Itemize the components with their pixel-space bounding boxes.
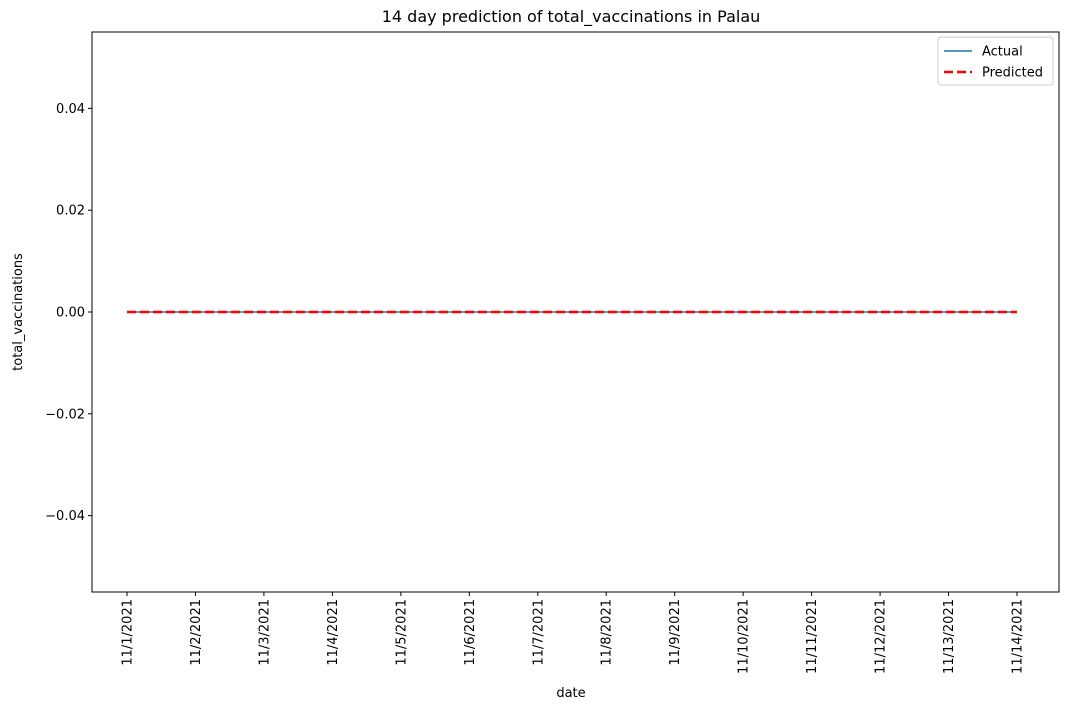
y-tick-label: 0.02 <box>56 204 85 219</box>
x-tick-label: 11/1/2021 <box>121 599 136 666</box>
x-tick-label: 11/7/2021 <box>531 599 546 666</box>
x-tick-label: 11/6/2021 <box>463 599 478 666</box>
x-tick-label: 11/8/2021 <box>600 599 615 666</box>
x-tick-label: 11/3/2021 <box>257 599 272 666</box>
chart-title: 14 day prediction of total_vaccinations … <box>382 7 761 27</box>
x-tick-label: 11/5/2021 <box>394 599 409 666</box>
x-axis: 11/1/2021 11/2/2021 11/3/2021 11/4/2021 11/5… <box>121 592 1026 674</box>
legend-box <box>937 36 1054 86</box>
legend-label-predicted: Predicted <box>982 66 1043 81</box>
legend-label-actual: Actual <box>982 45 1023 60</box>
y-tick-label: 0.00 <box>56 306 85 321</box>
x-tick-label: 11/2/2021 <box>189 599 204 666</box>
y-tick-label: 0.04 <box>56 102 85 117</box>
x-tick-label: 11/9/2021 <box>668 599 683 666</box>
y-tick-label: −0.04 <box>45 509 85 524</box>
x-tick-label: 11/11/2021 <box>805 599 820 674</box>
legend: Actual Predicted <box>937 36 1054 86</box>
x-tick-label: 11/10/2021 <box>737 599 752 674</box>
x-tick-label: 11/12/2021 <box>874 599 889 674</box>
x-tick-label: 11/13/2021 <box>942 599 957 674</box>
y-axis-label: total_vaccinations <box>11 253 26 371</box>
x-tick-label: 11/4/2021 <box>326 599 341 666</box>
x-tick-label: 11/14/2021 <box>1011 599 1026 674</box>
x-axis-label: date <box>556 686 585 701</box>
y-tick-label: −0.02 <box>45 407 85 422</box>
y-axis: −0.04 −0.02 0.00 0.02 0.04 <box>45 102 92 524</box>
